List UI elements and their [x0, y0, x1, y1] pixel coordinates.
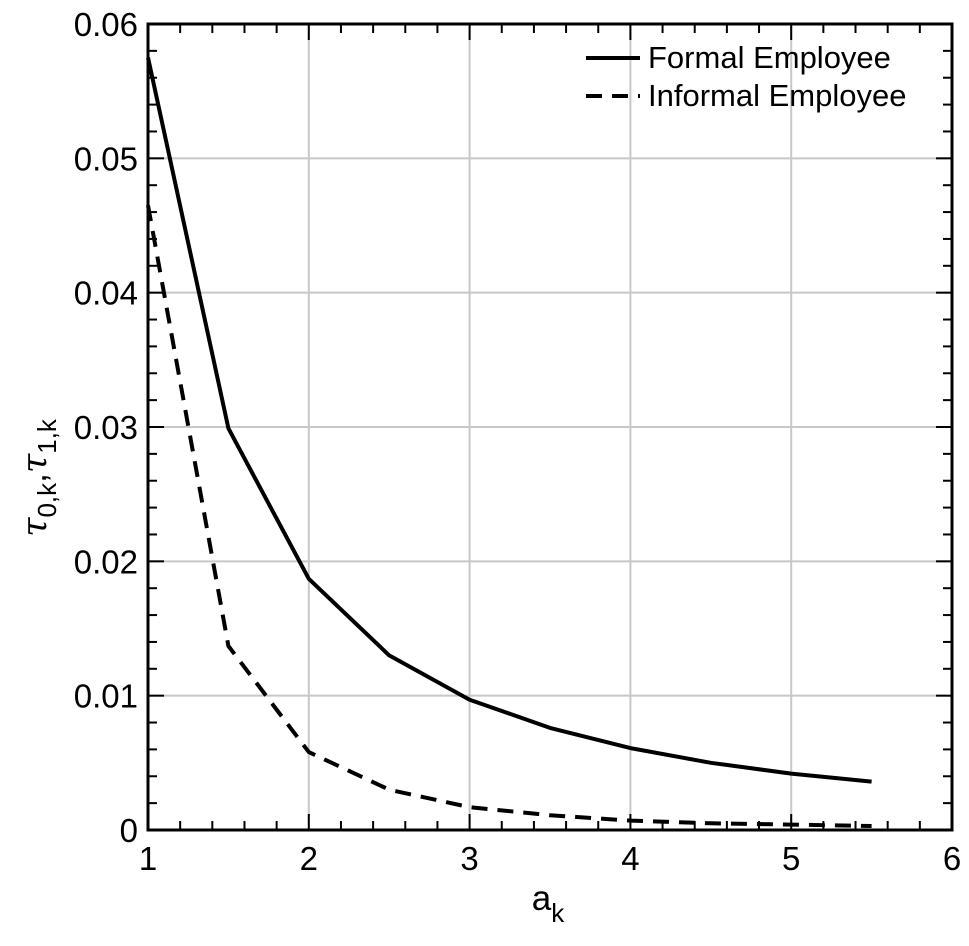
ticks: [147, 23, 953, 831]
grid: [148, 24, 952, 830]
y-axis-label-comma: ,: [15, 473, 54, 483]
x-tick-label: 2: [300, 840, 318, 877]
legend-label-formal-employee: Formal Employee: [648, 40, 891, 75]
y-tick-label: 0.01: [74, 678, 138, 715]
series-line-formal-employee: [146, 57, 872, 784]
series-layer: [146, 57, 872, 828]
y-tick-label: 0.03: [74, 409, 138, 446]
x-tick-label: 4: [621, 840, 639, 877]
x-tick-label: 1: [139, 840, 157, 877]
x-tick-label: 6: [943, 840, 961, 877]
y-axis-label-sym1: τ: [15, 453, 55, 473]
x-axis-label: ak: [532, 879, 565, 928]
tick-labels: 1 2 3 4 5 6 0 0.01 0.02 0.03 0.04 0.05 0.06: [74, 6, 961, 877]
y-axis-label-sym0: τ: [15, 517, 55, 537]
x-axis-label-sub: k: [551, 898, 565, 928]
series-line-informal-employee: [146, 205, 872, 828]
y-axis-label-sub0: 0,k: [32, 482, 62, 518]
y-tick-label: 0.05: [74, 140, 138, 177]
y-tick-label: 0: [120, 812, 138, 849]
y-tick-label: 0.02: [74, 543, 138, 580]
x-tick-label: 3: [460, 840, 478, 877]
x-tick-label: 5: [782, 840, 800, 877]
x-axis-label-main: a: [532, 879, 552, 918]
y-tick-label: 0.06: [74, 6, 138, 43]
legend-label-informal-employee: Informal Employee: [648, 78, 906, 113]
y-axis-label: τ0,k,τ1,k: [15, 418, 62, 537]
y-axis-label-sub1: 1,k: [32, 418, 62, 454]
y-tick-label: 0.04: [74, 275, 138, 312]
